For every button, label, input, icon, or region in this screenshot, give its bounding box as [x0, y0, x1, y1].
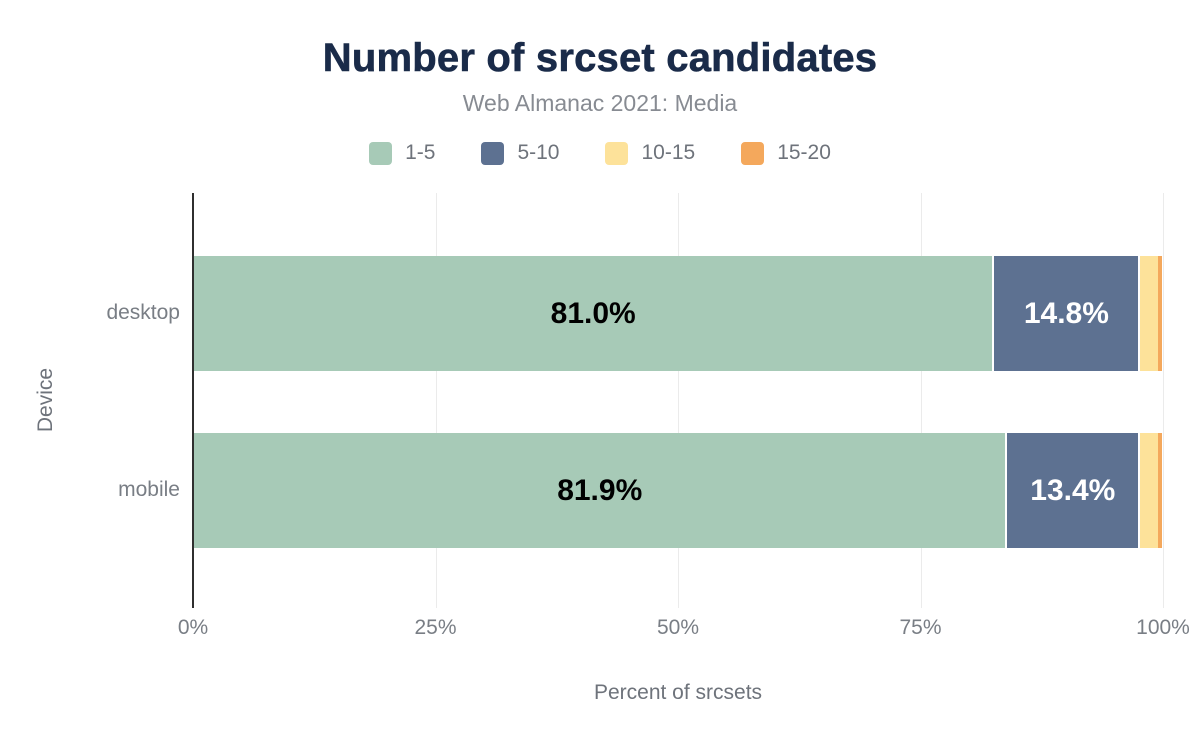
legend: 1-5 5-10 10-15 15-20 — [0, 141, 1200, 165]
legend-swatch-10-15 — [605, 141, 629, 165]
y-tick-label-desktop: desktop — [106, 300, 180, 324]
legend-item-1-5[interactable]: 1-5 — [369, 141, 435, 165]
bar-mobile: 81.9% 13.4% — [194, 433, 1162, 548]
y-axis-title: Device — [34, 367, 57, 433]
x-tick-label-75%: 75% — [899, 616, 942, 639]
x-tick-label-50%: 50% — [656, 616, 700, 639]
bar-segment-desktop-1-5[interactable]: 81.0% — [194, 256, 993, 371]
gridline-25% — [435, 193, 437, 608]
legend-item-10-15[interactable]: 10-15 — [605, 141, 695, 165]
chart-title: Number of srcset candidates — [322, 36, 878, 81]
gridline-50% — [678, 193, 679, 608]
legend-swatch-15-20 — [741, 141, 765, 165]
y-axis-line — [192, 193, 194, 608]
x-tick-label-0%: 0% — [177, 616, 209, 639]
bar-segment-desktop-10-15[interactable] — [1138, 256, 1159, 371]
x-axis-title: Percent of srcsets — [593, 681, 763, 704]
bar-segment-mobile-1-5[interactable]: 81.9% — [194, 433, 1006, 548]
bar-segment-mobile-5-10[interactable]: 13.4% — [1005, 433, 1139, 548]
bar-segment-mobile-15-20[interactable] — [1158, 433, 1162, 548]
legend-swatch-5-10 — [481, 141, 505, 165]
bar-segment-mobile-10-15[interactable] — [1138, 433, 1159, 548]
x-tick-label-25%: 25% — [414, 616, 457, 639]
gridline-100% — [1163, 193, 1164, 608]
chart-subtitle: Web Almanac 2021: Media — [462, 90, 738, 116]
legend-label: 15-20 — [777, 141, 831, 164]
bar-value-label: 81.0% — [550, 296, 636, 330]
gridline-75% — [920, 193, 922, 608]
bar-value-label: 14.8% — [1023, 296, 1109, 330]
bar-desktop: 81.0% 14.8% — [194, 256, 1162, 371]
legend-label: 1-5 — [405, 141, 436, 164]
y-tick-label-mobile: mobile — [118, 477, 180, 501]
bar-value-label: 81.9% — [557, 473, 643, 507]
legend-item-5-10[interactable]: 5-10 — [481, 141, 559, 165]
legend-swatch-1-5 — [369, 141, 393, 165]
legend-label: 10-15 — [641, 141, 696, 164]
bar-segment-desktop-15-20[interactable] — [1158, 256, 1162, 371]
bar-value-label: 13.4% — [1030, 473, 1116, 507]
legend-label: 5-10 — [517, 141, 560, 164]
bar-segment-desktop-5-10[interactable]: 14.8% — [992, 256, 1139, 371]
x-tick-label-100%: 100% — [1136, 616, 1190, 639]
legend-item-15-20[interactable]: 15-20 — [741, 141, 831, 165]
